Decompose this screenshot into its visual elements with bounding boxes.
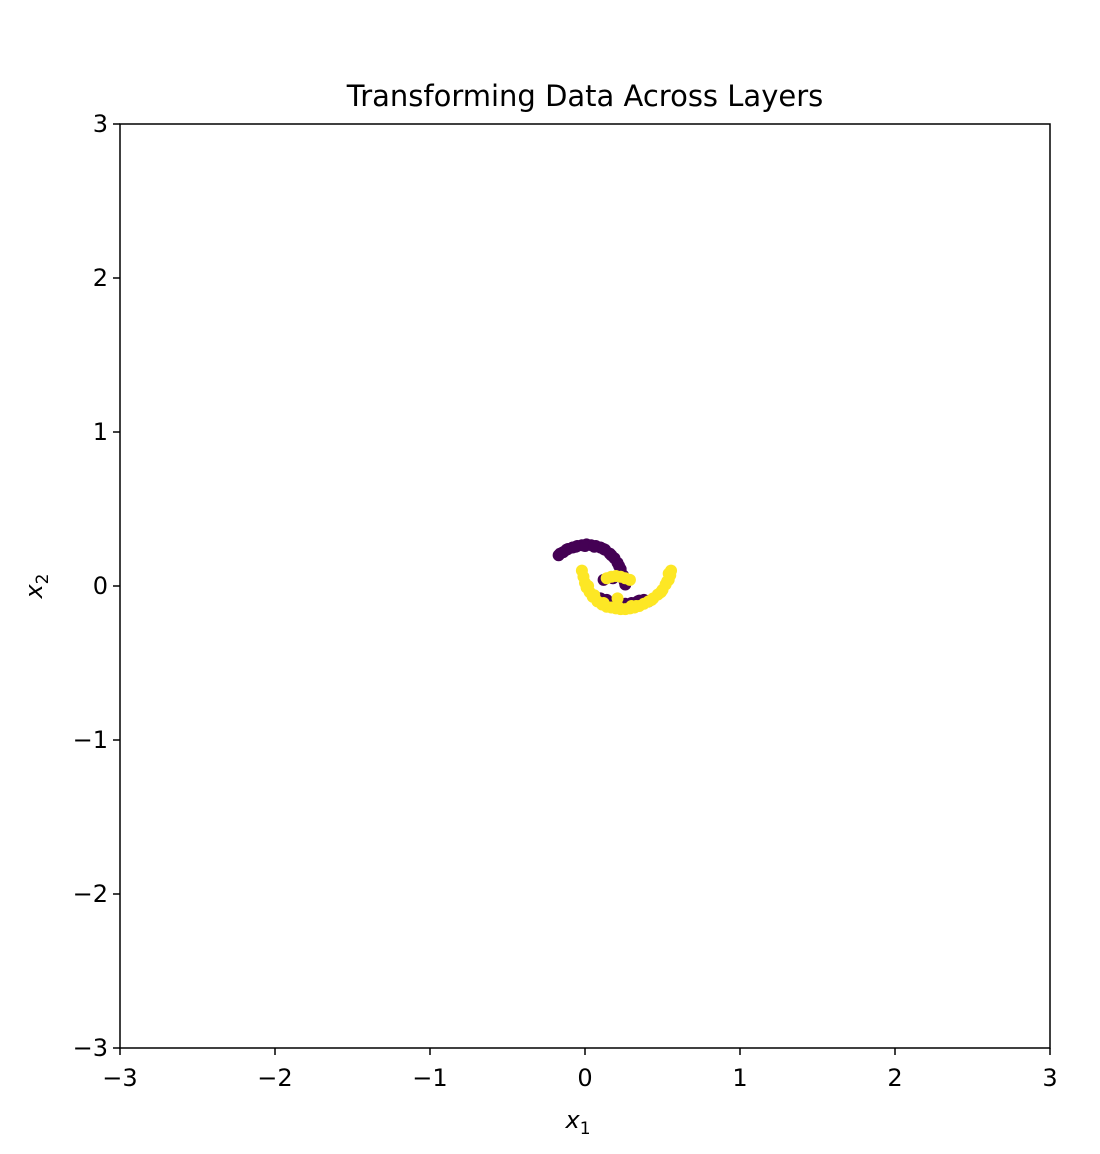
data-point-class-1 bbox=[654, 586, 667, 599]
data-point-class-1 bbox=[597, 596, 610, 609]
y-axis-label: x2 bbox=[20, 573, 53, 599]
chart-title: Transforming Data Across Layers bbox=[346, 79, 823, 113]
data-point-class-0 bbox=[569, 540, 582, 553]
x-tick-label: 0 bbox=[577, 1064, 592, 1092]
x-tick-label: −2 bbox=[257, 1064, 292, 1092]
x-tick-label: 2 bbox=[887, 1064, 902, 1092]
data-point-class-1 bbox=[582, 580, 595, 592]
data-point-class-1 bbox=[645, 593, 658, 606]
x-tick-label: 1 bbox=[732, 1064, 747, 1092]
data-point-class-1 bbox=[613, 601, 626, 614]
data-point-class-0 bbox=[579, 539, 591, 552]
plot-area bbox=[119, 123, 1051, 1049]
y-tick-label: −1 bbox=[73, 726, 108, 754]
x-tick-label: −1 bbox=[412, 1064, 447, 1092]
x-axis-label-base: x bbox=[564, 1106, 580, 1134]
data-point-class-1 bbox=[611, 592, 624, 605]
y-tick-label: −3 bbox=[73, 1034, 108, 1062]
data-point-class-0 bbox=[605, 549, 618, 562]
y-axis-label-sub: 2 bbox=[33, 573, 53, 584]
y-tick-label: 0 bbox=[93, 572, 108, 600]
data-point-class-0 bbox=[560, 543, 573, 556]
y-tick-label: 3 bbox=[93, 110, 108, 138]
y-axis-ticks: −3 −2 −1 0 1 2 3 bbox=[73, 110, 120, 1062]
x-axis-label: x1 bbox=[564, 1106, 590, 1139]
x-tick-label: 3 bbox=[1042, 1064, 1057, 1092]
data-point-class-0 bbox=[588, 540, 601, 553]
data-point-class-0 bbox=[613, 559, 626, 572]
points-layer bbox=[552, 538, 678, 616]
x-axis-ticks: −3 −2 −1 0 1 2 3 bbox=[102, 1048, 1058, 1092]
data-point-class-1 bbox=[662, 567, 675, 580]
y-tick-label: −2 bbox=[73, 880, 108, 908]
data-point-class-1 bbox=[625, 600, 638, 613]
data-point-class-1 bbox=[623, 573, 636, 586]
x-axis-label-sub: 1 bbox=[580, 1119, 591, 1139]
y-tick-label: 1 bbox=[93, 418, 108, 446]
data-point-class-1 bbox=[588, 589, 601, 602]
y-axis-label-base: x bbox=[20, 584, 48, 600]
x-tick-label: −3 bbox=[102, 1064, 137, 1092]
y-tick-label: 2 bbox=[93, 264, 108, 292]
